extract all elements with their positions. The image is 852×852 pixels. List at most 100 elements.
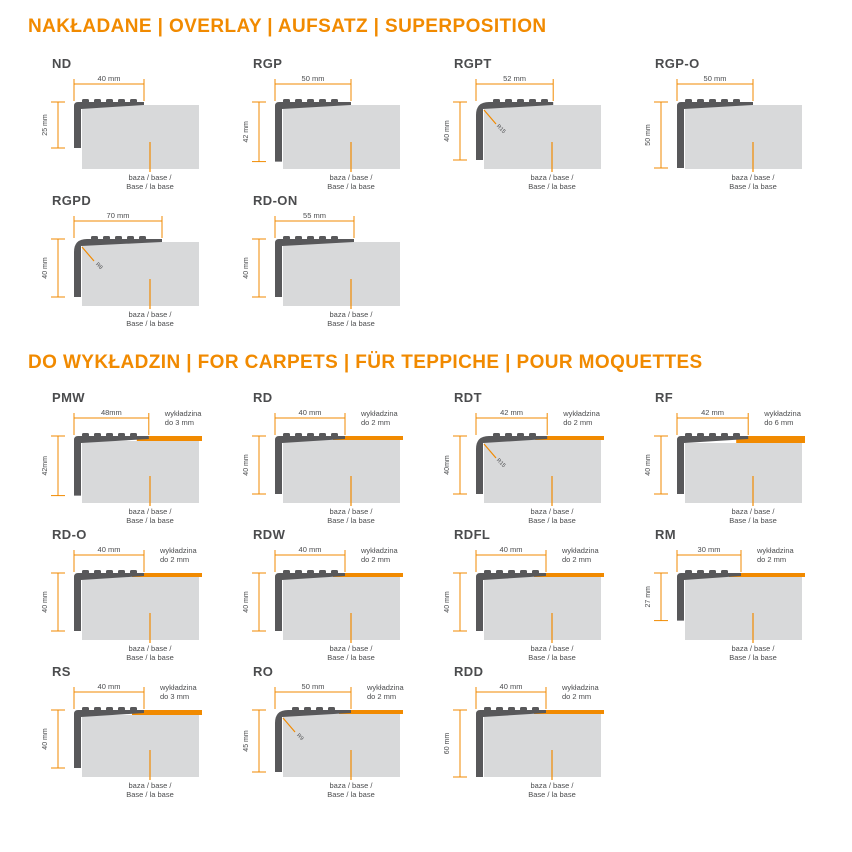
radius-label: R8 bbox=[94, 262, 103, 271]
base-caption-line2: Base / la base bbox=[126, 516, 174, 524]
rib bbox=[103, 236, 110, 240]
rib bbox=[307, 236, 314, 240]
carpet-note-line1: wykładzina bbox=[561, 546, 600, 555]
rib bbox=[508, 570, 515, 574]
width-dimension-label: 40 mm bbox=[98, 545, 121, 554]
carpet-strip bbox=[736, 436, 805, 443]
carpet-note-line1: wykładzina bbox=[763, 409, 802, 418]
profile-card-nd: ND 40 mm 25 mm baza / base / Base / la base bbox=[38, 56, 239, 190]
base-block bbox=[685, 577, 802, 640]
carpet-note-line2: do 3 mm bbox=[165, 418, 194, 427]
profile-diagram-nd: 40 mm 25 mm baza / base /Base / la base bbox=[42, 74, 199, 190]
rib bbox=[106, 707, 113, 711]
rib bbox=[307, 433, 314, 437]
base-block bbox=[283, 440, 400, 503]
rib bbox=[532, 707, 539, 711]
rib bbox=[709, 433, 716, 437]
profile-shape bbox=[74, 710, 144, 768]
height-dimension-label: 45 mm bbox=[243, 730, 250, 752]
rib bbox=[118, 570, 125, 574]
carpet-note-line1: wykładzina bbox=[756, 546, 795, 555]
carpet-strip bbox=[535, 436, 604, 440]
rib bbox=[307, 99, 314, 103]
profile-name: RGP bbox=[253, 56, 283, 71]
width-dimension-label: 55 mm bbox=[303, 211, 326, 220]
overlay-profiles-grid: ND 40 mm 25 mm baza / base / Base / la base R… bbox=[38, 56, 842, 327]
rib bbox=[319, 99, 326, 103]
radius-leader-line bbox=[483, 443, 497, 459]
profile-card-pmw: PMW 48mm 42mm wykładzina do 3 mm baza / base … bbox=[38, 390, 239, 524]
base-block bbox=[283, 105, 400, 169]
carpet-profiles-grid: PMW 48mm 42mm wykładzina do 3 mm baza / base … bbox=[38, 390, 842, 798]
base-block bbox=[82, 242, 199, 306]
rib bbox=[82, 99, 89, 103]
carpet-note-line2: do 3 mm bbox=[160, 692, 189, 701]
base-caption-line2: Base / la base bbox=[729, 653, 777, 661]
rib bbox=[493, 433, 500, 437]
height-dimension-label: 40 mm bbox=[42, 591, 49, 613]
rib bbox=[709, 99, 716, 103]
base-caption-line1: baza / base / bbox=[531, 507, 575, 516]
rib bbox=[331, 99, 338, 103]
profile-name: RGPD bbox=[52, 193, 92, 208]
height-dimension-label: 40 mm bbox=[645, 454, 652, 476]
rib bbox=[307, 570, 314, 574]
rib bbox=[709, 570, 716, 574]
carpet-note-line1: wykładzina bbox=[164, 409, 203, 418]
height-dimension-label: 40 mm bbox=[444, 591, 451, 613]
profile-card-rd-on: RD-ON 55 mm 40 mm baza / base / Base / la ba… bbox=[239, 193, 440, 327]
width-dimension-label: 30 mm bbox=[698, 545, 721, 554]
rib bbox=[295, 236, 302, 240]
base-caption-line1: baza / base / bbox=[129, 310, 173, 319]
profile-shape bbox=[677, 436, 749, 494]
width-dimension-label: 70 mm bbox=[107, 211, 130, 220]
height-dimension-label: 42mm bbox=[42, 456, 49, 476]
rib bbox=[130, 433, 137, 437]
rib bbox=[283, 433, 290, 437]
base-caption-line2: Base / la base bbox=[126, 319, 174, 327]
rib bbox=[697, 433, 704, 437]
profile-shape bbox=[677, 573, 741, 621]
width-dimension-label: 48mm bbox=[101, 408, 122, 417]
rib bbox=[292, 707, 299, 711]
profile-diagram-rgpt: 52 mm 40 mm R15 baza / base /Base / la base bbox=[444, 74, 601, 190]
base-caption-line1: baza / base / bbox=[531, 781, 575, 790]
rib bbox=[82, 433, 89, 437]
base-block bbox=[484, 440, 601, 503]
carpet-note-line1: wykładzina bbox=[360, 409, 399, 418]
profile-name: RDFL bbox=[454, 527, 491, 542]
profile-shape bbox=[275, 573, 345, 631]
profile-shape bbox=[476, 573, 546, 631]
carpet-strip bbox=[534, 573, 604, 577]
carpet-note-line2: do 2 mm bbox=[367, 692, 396, 701]
base-caption-line1: baza / base / bbox=[129, 644, 173, 653]
carpet-strip bbox=[132, 573, 202, 577]
profile-shape bbox=[275, 239, 354, 297]
base-caption-line2: Base / la base bbox=[528, 182, 576, 190]
rib bbox=[529, 99, 536, 103]
base-caption-line2: Base / la base bbox=[729, 182, 777, 190]
profile-name: RD-ON bbox=[253, 193, 298, 208]
rib bbox=[295, 99, 302, 103]
base-block bbox=[484, 105, 601, 169]
base-block bbox=[283, 577, 400, 640]
profile-shape bbox=[74, 436, 149, 496]
rib bbox=[685, 99, 692, 103]
height-dimension-label: 42 mm bbox=[243, 121, 250, 143]
carpet-note-line1: wykładzina bbox=[366, 683, 405, 692]
profile-name: RDD bbox=[454, 664, 484, 679]
base-caption-line2: Base / la base bbox=[126, 653, 174, 661]
radius-leader-line bbox=[282, 717, 296, 733]
base-block bbox=[484, 577, 601, 640]
profile-name: RGP-O bbox=[655, 56, 700, 71]
base-caption-line1: baza / base / bbox=[330, 173, 374, 182]
profile-diagram-rgpd: 70 mm 40 mm R8 baza / base /Base / la base bbox=[42, 211, 199, 327]
width-dimension-label: 40 mm bbox=[98, 74, 121, 83]
base-block bbox=[82, 441, 199, 503]
